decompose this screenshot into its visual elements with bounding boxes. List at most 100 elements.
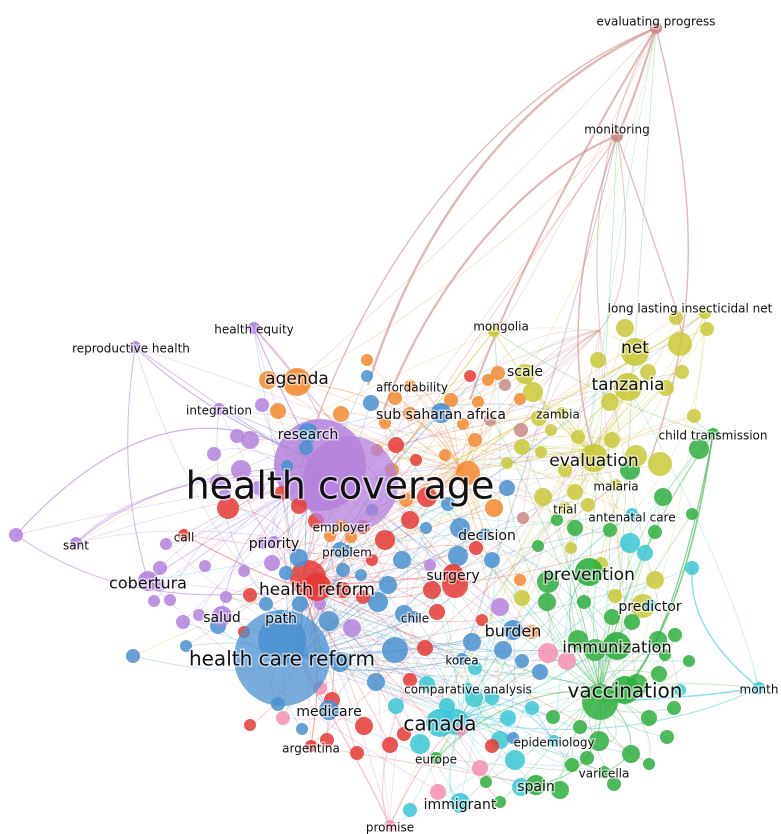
network-node: [501, 457, 513, 469]
node-35-label: burden: [485, 622, 542, 641]
node-11-circle: [213, 403, 225, 415]
node-16-circle: [580, 444, 608, 472]
network-node: [640, 364, 656, 380]
network-node: [255, 398, 269, 412]
network-node: [296, 723, 308, 735]
network-node: [419, 676, 435, 692]
network-node: [581, 498, 595, 512]
node-13-circle: [556, 407, 568, 419]
node-27-circle: [443, 564, 463, 584]
node-29-circle: [138, 571, 158, 591]
node-48-circle: [526, 775, 546, 795]
network-node: [648, 525, 662, 539]
node-43-circle: [426, 709, 454, 737]
network-node: [388, 391, 402, 405]
network-node: [485, 739, 499, 753]
network-node: [388, 437, 404, 453]
network-node: [658, 380, 674, 396]
node-9-label: affordability: [376, 381, 448, 395]
network-node: [219, 489, 231, 501]
network-node: [343, 619, 361, 637]
node-32-label: salud: [203, 610, 241, 626]
network-node: [523, 382, 543, 402]
node-37-label: health care reform: [189, 647, 375, 671]
network-node: [494, 641, 512, 659]
network-node: [368, 592, 388, 612]
network-node: [625, 445, 647, 467]
network-node: [356, 590, 370, 604]
node-22-label: sant: [63, 539, 89, 553]
node-16-label: evaluation: [549, 451, 638, 471]
network-node: [444, 393, 458, 407]
node-44-label: epidemiology: [513, 736, 594, 750]
network-node: [624, 614, 640, 630]
network-node: [580, 751, 594, 765]
network-node: [403, 803, 417, 817]
node-0-label: evaluating progress: [596, 15, 715, 29]
network-node: [388, 698, 404, 714]
node-8-circle: [515, 364, 535, 384]
node-26-circle: [341, 545, 353, 557]
node-1-circle: [611, 130, 623, 142]
node-48-label: spain: [517, 779, 555, 795]
network-node: [382, 737, 398, 753]
node-30-label: health reform: [259, 580, 375, 600]
network-node: [279, 566, 293, 580]
node-18-circle: [610, 479, 622, 491]
network-node: [457, 418, 469, 430]
network-node: [590, 352, 606, 368]
network-node: [622, 745, 640, 763]
node-50-circle: [384, 820, 396, 832]
network-node: [441, 497, 455, 511]
node-22-circle: [70, 537, 82, 549]
network-node: [514, 574, 526, 586]
node-41-circle: [611, 676, 639, 704]
network-node: [276, 711, 290, 725]
network-node: [403, 673, 417, 687]
node-19-label: trial: [553, 503, 577, 517]
node-2-label: long lasting insecticidal net: [608, 302, 773, 316]
network-node: [324, 530, 336, 542]
network-node: [468, 433, 482, 447]
network-node: [654, 488, 672, 506]
node-4-label: health equity: [214, 323, 294, 337]
node-34-circle: [409, 611, 421, 623]
network-node: [350, 746, 364, 760]
network-node: [571, 430, 585, 444]
network-node: [160, 538, 172, 550]
network-node: [417, 640, 433, 656]
node-10-circle: [614, 373, 642, 401]
network-node: [375, 530, 395, 550]
network-node: [220, 591, 232, 603]
network-node: [275, 486, 289, 500]
network-node: [582, 684, 618, 720]
node-1-label: monitoring: [584, 123, 650, 137]
network-node: [395, 605, 413, 623]
node-14-label: research: [278, 427, 339, 443]
network-node: [423, 581, 441, 599]
network-node: [641, 710, 657, 726]
node-37-circle: [234, 610, 330, 706]
network-node: [393, 551, 411, 569]
node-28-circle: [575, 558, 603, 586]
node-34-label: chile: [401, 612, 429, 626]
node-5-label: reproductive health: [72, 342, 190, 356]
network-node: [608, 589, 622, 603]
node-40-label: comparative analysis: [404, 683, 532, 697]
node-46-circle: [430, 752, 442, 764]
node-3-label: mongolia: [473, 320, 529, 334]
network-node: [199, 560, 211, 572]
network-node: [448, 546, 468, 566]
network-node: [689, 439, 709, 459]
node-19-circle: [559, 502, 571, 514]
network-node: [176, 615, 190, 629]
network-node: [683, 655, 695, 667]
network-node: [669, 311, 683, 325]
node-2-circle: [699, 307, 711, 319]
network-node: [335, 582, 351, 598]
network-node: [464, 370, 476, 382]
network-node: [397, 727, 411, 741]
node-36-circle: [603, 632, 631, 660]
network-node: [361, 370, 373, 382]
network-node: [336, 563, 350, 577]
